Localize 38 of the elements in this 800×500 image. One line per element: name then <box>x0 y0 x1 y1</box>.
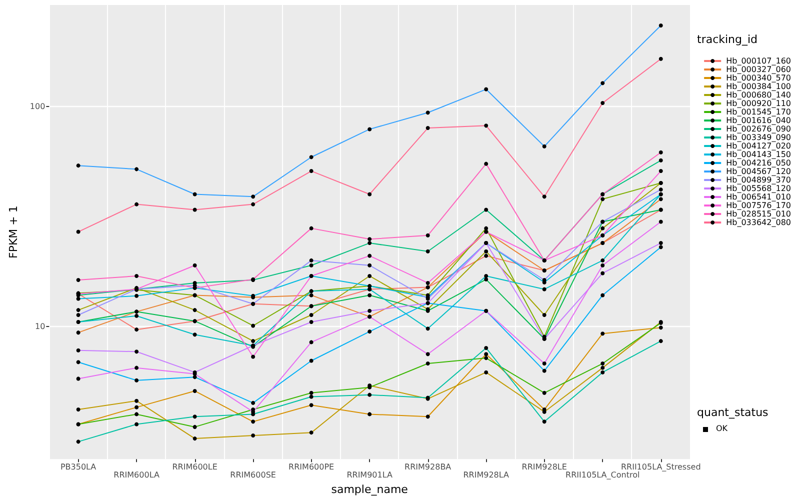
x-tick-label: PB350LA <box>60 462 97 472</box>
legend-label: Hb_004216_050 <box>726 158 792 168</box>
legend-label: Hb_000680_140 <box>726 90 792 100</box>
x-tick-label: RRIM928BA <box>404 462 452 472</box>
x-tick-label: RRIM600LE <box>172 462 218 472</box>
y-tick-label: 100 <box>30 102 46 112</box>
legend-label: Hb_028515_010 <box>726 210 792 218</box>
x-tick-label: RRIM928LA <box>463 470 510 480</box>
legend-label: Hb_002676_090 <box>726 124 792 134</box>
legend-label: Hb_003349_090 <box>726 133 792 142</box>
x-tick-label: RRIM901LA <box>346 470 393 480</box>
x-tick-label: RRII105LA_Control <box>566 470 640 480</box>
legend-title: tracking_id <box>697 33 758 46</box>
legend-label: Hb_000920_110 <box>726 99 792 108</box>
legend-label: Hb_004567_120 <box>726 167 792 176</box>
legend-label: Hb_005568_120 <box>726 184 792 193</box>
y-tick-label: 10 <box>34 322 46 332</box>
legend-label: Hb_006541_010 <box>726 192 792 202</box>
legend-label: Hb_007576_170 <box>726 201 792 210</box>
y-axis-title: FPKM + 1 <box>7 206 20 258</box>
x-tick-label: RRII105LA_Stressed <box>620 462 701 472</box>
legend-label: Hb_004127_020 <box>726 142 792 150</box>
x-tick-label: RRIM928LE <box>522 462 567 472</box>
legend-label: Hb_033642_080 <box>726 218 792 227</box>
legend-label: Hb_001545_170 <box>726 108 792 116</box>
legend-label: Hb_001616_040 <box>726 116 792 125</box>
legend-label: Hb_004899_370 <box>726 176 792 184</box>
x-tick-label: RRIM600LA <box>114 470 160 480</box>
x-axis-title: sample_name <box>331 483 408 496</box>
text: OK <box>716 424 728 433</box>
x-tick-label: RRIM600PE <box>288 462 334 472</box>
text: quant_status <box>697 406 768 419</box>
legend-label: Hb_004143_150 <box>726 150 792 159</box>
x-tick-label: RRIM600SE <box>230 470 276 480</box>
legend-label: Hb_000384_100 <box>726 82 792 91</box>
legend-label: Hb_000340_570 <box>726 74 792 82</box>
legend-label: Hb_000107_160 <box>726 56 792 66</box>
legend-label: Hb_000327_060 <box>726 65 792 74</box>
